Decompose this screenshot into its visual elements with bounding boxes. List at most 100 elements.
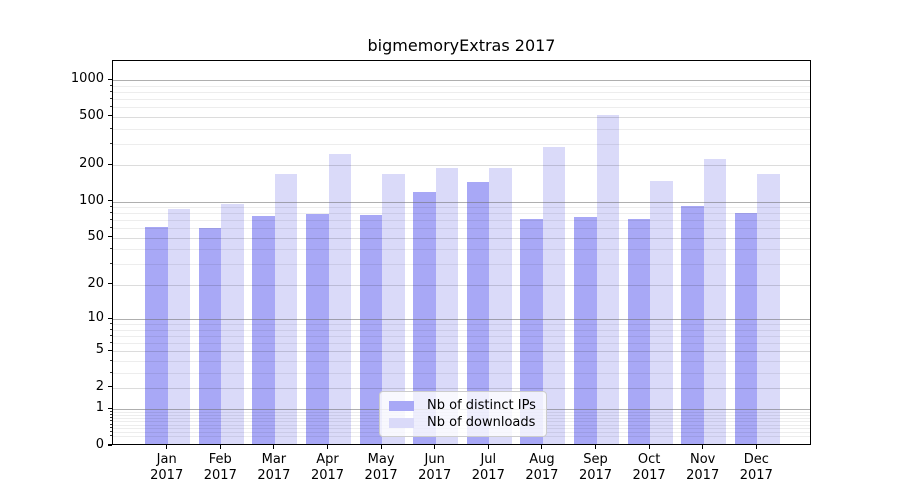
legend-swatch-distinct-ips [389,400,414,411]
y-tick-label: 50 [87,228,104,244]
bar-downloads [489,167,512,444]
y-minor-tick-mark [110,420,112,422]
y-minor-tick-mark [110,206,112,208]
bar-downloads [596,114,619,444]
x-tick-mark [380,445,382,449]
y-tick-label: 5 [95,342,104,358]
y-tick-mark [108,349,112,351]
legend-item-distinct-ips: Nb of distinct IPs [389,398,537,413]
y-minor-tick-mark [110,323,112,325]
x-tick-mark [702,445,704,449]
y-tick-label: 1 [95,400,104,416]
x-tick-label: Feb 2017 [203,452,237,483]
x-tick-mark [487,445,489,449]
x-tick-label: Jun 2017 [418,452,452,483]
chart-title: bigmemoryExtras 2017 [367,36,556,55]
legend-label-downloads: Nb of downloads [427,415,536,430]
bar-distinct-ips [198,228,222,444]
y-minor-tick-mark [110,91,112,92]
y-tick-mark [108,115,112,117]
y-minor-tick-mark [110,423,112,425]
y-minor-tick-mark [110,431,112,433]
y-minor-tick-mark [110,219,112,221]
x-tick-mark [219,445,221,449]
y-tick-label: 20 [87,275,104,291]
y-minor-tick-mark [110,411,112,412]
bar-distinct-ips [681,206,704,444]
y-tick-mark [108,317,112,319]
y-minor-tick-mark [110,427,112,429]
bar-distinct-ips [413,192,436,444]
bars-layer [113,61,810,444]
x-tick-label: Dec 2017 [739,452,773,483]
x-tick-label: Jul 2017 [471,452,505,483]
x-tick-label: Mar 2017 [257,452,291,483]
x-tick-mark [755,445,757,449]
y-minor-tick-mark [110,127,112,129]
y-tick-label: 2 [95,378,104,394]
legend-item-downloads: Nb of downloads [389,415,537,430]
bar-downloads [328,153,351,444]
y-minor-tick-mark [110,334,112,336]
y-tick-label: 0 [95,437,104,452]
bar-distinct-ips [520,219,543,444]
y-minor-tick-mark [110,359,112,361]
y-tick-mark [108,163,112,165]
x-tick-label: Apr 2017 [310,452,345,483]
bar-distinct-ips [627,219,651,444]
y-minor-tick-mark [110,416,112,418]
bar-downloads [221,203,244,444]
x-tick-label: May 2017 [364,452,398,483]
y-minor-tick-mark [110,435,112,437]
legend-swatch-downloads [389,417,414,428]
x-tick-mark [273,445,275,449]
y-minor-tick-mark [110,248,112,250]
y-tick-mark [108,444,112,446]
y-tick-mark [108,236,112,238]
bar-downloads [757,174,780,444]
y-tick-label: 200 [79,156,104,172]
y-tick-mark [108,78,112,80]
legend-label-distinct-ips: Nb of distinct IPs [427,398,536,413]
x-tick-mark [541,445,543,449]
bar-downloads [703,158,727,444]
x-tick-label: Oct 2017 [632,452,666,483]
y-minor-tick-mark [110,263,112,265]
bar-distinct-ips [734,213,758,444]
bar-downloads [650,180,673,444]
bar-distinct-ips [252,216,275,444]
y-minor-tick-mark [110,371,112,373]
bar-distinct-ips [306,214,329,444]
bar-downloads [167,208,191,444]
y-tick-mark [108,283,112,285]
plot-area: Nb of distinct IPs Nb of downloads [112,60,811,445]
y-tick-mark [108,200,112,202]
y-minor-tick-mark [110,328,112,330]
y-minor-tick-mark [110,142,112,144]
x-tick-label: Nov 2017 [686,452,720,483]
x-tick-mark [648,445,650,449]
y-minor-tick-mark [110,413,112,415]
x-tick-mark [326,445,329,449]
legend: Nb of distinct IPs Nb of downloads [379,391,547,437]
bar-distinct-ips [574,216,597,444]
y-minor-tick-mark [110,84,112,86]
y-minor-tick-mark [110,98,112,100]
x-tick-label: Jan 2017 [150,452,184,483]
y-tick-label: 1000 [70,71,104,87]
y-tick-mark [108,407,112,409]
bar-downloads [274,174,298,444]
y-tick-label: 500 [79,107,104,123]
y-minor-tick-mark [110,212,112,214]
x-tick-label: Sep 2017 [578,452,613,483]
x-tick-label: Aug 2017 [525,452,559,483]
y-minor-tick-mark [110,227,112,229]
bar-downloads [382,174,405,444]
y-minor-tick-mark [110,342,112,343]
bar-downloads [435,168,459,444]
y-minor-tick-mark [110,106,112,108]
bar-distinct-ips [466,181,490,444]
x-tick-mark [166,445,168,449]
y-tick-label: 10 [87,310,104,326]
bar-downloads [542,147,566,444]
